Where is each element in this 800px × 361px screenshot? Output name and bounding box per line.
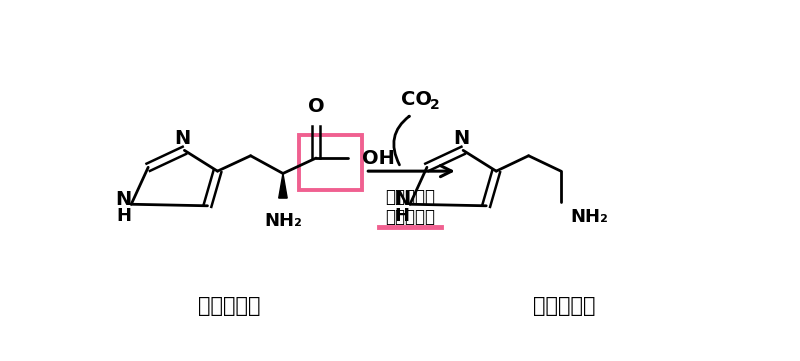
Text: ヒスチジン: ヒスチジン: [198, 296, 260, 316]
Text: 2: 2: [430, 98, 439, 112]
Text: OH: OH: [362, 148, 395, 168]
Text: ヒスチジン: ヒスチジン: [385, 188, 435, 205]
FancyArrowPatch shape: [394, 116, 410, 165]
Text: ヒスタミン: ヒスタミン: [533, 296, 595, 316]
Text: H: H: [395, 207, 410, 225]
Polygon shape: [278, 173, 287, 198]
Text: N: N: [394, 190, 410, 209]
Text: O: O: [308, 97, 324, 117]
Text: N: N: [115, 190, 132, 209]
Text: CO: CO: [402, 90, 433, 109]
Text: 脱炭酸酵素: 脱炭酸酵素: [385, 208, 435, 226]
Text: N: N: [174, 129, 191, 148]
Bar: [299, 135, 362, 190]
Text: N: N: [454, 129, 470, 148]
Text: H: H: [116, 207, 131, 225]
Text: NH₂: NH₂: [570, 208, 608, 226]
Text: NH₂: NH₂: [264, 212, 302, 230]
